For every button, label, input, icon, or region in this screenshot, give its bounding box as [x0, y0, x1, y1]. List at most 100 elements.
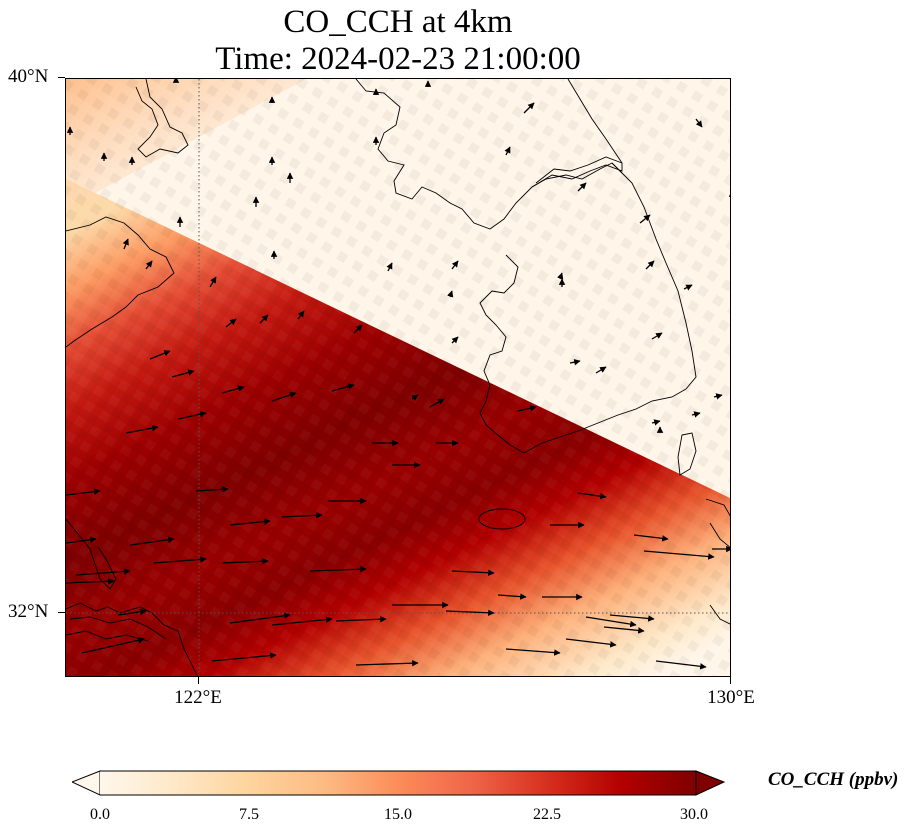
wind-vector-arrow: [149, 350, 171, 360]
wind-vector-arrow: [281, 512, 323, 519]
wind-vector-arrow: [639, 214, 651, 224]
wind-vector-arrow: [411, 394, 419, 401]
coastline-jiangsu: [66, 518, 117, 590]
wind-vector-arrow: [577, 182, 587, 192]
coastline-yalu: [531, 156, 623, 188]
tick-40N: [58, 77, 65, 78]
wind-vector-arrow: [153, 556, 207, 564]
wind-vector-arrow: [177, 411, 207, 420]
wind-vector-arrow: [335, 615, 387, 623]
wind-vector-arrow: [225, 318, 237, 328]
wind-vector-arrow: [523, 102, 535, 114]
wind-vector-arrow: [229, 612, 291, 624]
wind-vector-arrow: [497, 593, 527, 600]
wind-vector-arrow: [577, 492, 607, 500]
colorbar: [72, 770, 726, 796]
tick-122E: [198, 677, 199, 684]
coastline-korea-west: [479, 254, 525, 454]
grid-cell-texture: [66, 79, 730, 676]
wind-vector-arrow: [633, 534, 669, 542]
coastline-shandong: [66, 216, 175, 348]
wind-vector-arrow: [221, 558, 269, 565]
coastline-korea-east: [611, 162, 697, 390]
wind-vector-arrow: [683, 284, 693, 291]
wind-vector-arrow: [125, 424, 159, 434]
colorbar-gradient: [100, 771, 696, 795]
wind-vector-arrow: [429, 398, 445, 408]
wind-vector-arrow: [643, 550, 715, 560]
wind-vector-arrow: [645, 260, 655, 270]
wind-vector-arrow: [66, 488, 101, 496]
map-panel: [65, 78, 731, 677]
coastline-yangtze-bank: [69, 616, 167, 640]
lon-label-130E: 130°E: [707, 687, 755, 708]
wind-vector-arrow: [713, 393, 723, 400]
wind-vector-arrow: [517, 405, 537, 412]
wind-vector-arrow: [81, 637, 145, 654]
wind-vector-arrow: [445, 609, 495, 617]
wind-vector-arrow: [451, 569, 495, 576]
colorbar-tick-1: 7.5: [239, 806, 259, 823]
wind-vector-arrow: [655, 660, 707, 670]
wind-vector-arrow: [117, 608, 147, 616]
coastline-liaodong: [135, 79, 189, 158]
wind-vector-arrow: [565, 638, 617, 648]
colorbar-label: CO_CCH (ppbv): [768, 769, 899, 790]
wind-vector-arrow: [259, 314, 269, 324]
wind-vector-arrow: [66, 536, 97, 544]
lon-label-122E: 122°E: [174, 687, 222, 708]
wind-vector-arrow: [229, 518, 271, 526]
wind-vector-arrow: [595, 366, 607, 374]
island-kyushu-edge: [709, 604, 730, 625]
wind-vector-arrow: [691, 411, 701, 418]
map-title: CO_CCH at 4km: [283, 4, 513, 40]
wind-vector-arrow: [355, 659, 419, 667]
wind-vector-arrow: [211, 652, 277, 662]
wind-vector-arrow: [585, 616, 637, 628]
wind-vector-arrow: [505, 648, 561, 656]
island-tsushima: [677, 432, 697, 476]
colorbar-tick-0: 0.0: [90, 806, 110, 823]
colorbar-tick-3: 22.5: [533, 806, 561, 823]
tick-130E: [730, 677, 731, 684]
wind-vector-arrow: [451, 336, 459, 344]
wind-vector-arrow: [504, 146, 511, 156]
island-jeju: [478, 508, 526, 530]
wind-vector-arrow: [557, 272, 564, 280]
coastline-korea-ne: [567, 79, 623, 164]
wind-vectors: [66, 79, 730, 670]
wind-vector-arrow: [353, 324, 363, 334]
wind-vector-arrow: [271, 616, 333, 626]
colorbar-tick-2: 15.0: [384, 806, 412, 823]
island-japan-edge: [705, 498, 730, 548]
colorbar-extend-min: [72, 770, 101, 796]
wind-vector-arrow: [386, 262, 393, 272]
colorbar-tick-4: 30.0: [680, 806, 708, 823]
coastline-korea-south: [523, 388, 687, 454]
wind-vector-arrow: [651, 419, 661, 426]
wind-vector-arrow: [695, 118, 703, 128]
wind-vector-arrow: [122, 238, 129, 250]
wind-vector-arrow: [651, 332, 663, 340]
wind-vector-arrow: [195, 486, 229, 493]
wind-vector-arrow: [66, 577, 115, 585]
tick-32N: [58, 612, 65, 613]
wind-vector-arrow: [221, 385, 245, 394]
map-canvas: [66, 79, 730, 676]
wind-vector-arrow: [271, 391, 297, 402]
wind-vector-arrow: [75, 568, 131, 576]
wind-vector-arrow: [309, 565, 367, 573]
wind-vector-arrow: [331, 383, 355, 392]
coastline-yangtze-bank2: [66, 630, 149, 642]
wind-vector-arrow: [447, 290, 454, 298]
wind-vector-arrow: [609, 614, 655, 622]
lat-label-32N: 32°N: [8, 601, 49, 622]
wind-vector-arrow: [129, 536, 175, 546]
wind-vector-arrow: [171, 369, 195, 378]
wind-vector-arrow: [297, 310, 305, 320]
wind-vector-arrow: [451, 260, 459, 270]
colorbar-extend-max: [695, 770, 726, 796]
wind-vector-arrow: [603, 626, 645, 634]
map-time-subtitle: Time: 2024-02-23 21:00:00: [215, 41, 581, 77]
coastlines: [66, 79, 730, 676]
